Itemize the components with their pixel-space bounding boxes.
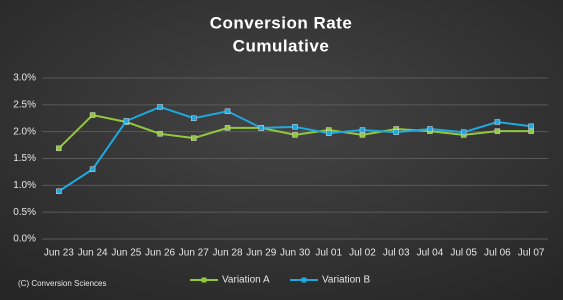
data-point [494, 119, 501, 125]
data-point [157, 131, 163, 137]
x-tick-label: Jul 02 [349, 248, 376, 259]
y-tick-label: 0.5% [13, 207, 36, 218]
x-tick-label: Jul 07 [518, 248, 545, 259]
data-point [191, 115, 197, 121]
chart-title: Conversion Rate [210, 13, 353, 32]
x-tick-label: Jun 29 [246, 248, 276, 259]
data-point [359, 127, 366, 133]
x-tick-label: Jun 26 [145, 248, 175, 259]
data-point [292, 132, 298, 138]
legend-marker [301, 277, 307, 283]
data-point [191, 135, 197, 141]
x-tick-label: Jun 30 [280, 248, 310, 259]
data-point [89, 112, 96, 118]
chart-subtitle: Cumulative [233, 36, 330, 55]
y-tick-label: 1.0% [13, 180, 36, 191]
data-point [393, 129, 399, 135]
legend-label: Variation A [222, 275, 270, 286]
x-tick-label: Jul 04 [417, 248, 444, 259]
data-point [224, 125, 231, 131]
data-point [325, 130, 332, 137]
source-note: (C) Conversion Sciences [18, 279, 106, 288]
data-point [258, 125, 265, 131]
data-point [427, 126, 433, 132]
y-tick-label: 2.5% [13, 99, 36, 110]
data-point [56, 188, 62, 194]
data-point [123, 118, 130, 124]
data-point [528, 123, 534, 130]
data-point [292, 124, 298, 130]
y-tick-label: 1.5% [13, 153, 36, 164]
x-tick-label: Jun 24 [78, 248, 108, 259]
data-point [494, 128, 501, 134]
x-tick-label: Jun 23 [44, 248, 74, 259]
data-point [157, 104, 163, 110]
y-tick-label: 0.0% [13, 234, 36, 245]
legend-marker [201, 277, 207, 283]
data-point [528, 128, 534, 134]
x-tick-label: Jun 28 [213, 248, 243, 259]
data-point [460, 129, 467, 135]
y-tick-label: 3.0% [13, 73, 36, 84]
x-tick-label: Jul 03 [383, 248, 410, 259]
x-tick-label: Jun 27 [179, 248, 209, 259]
x-tick-label: Jul 06 [484, 248, 511, 259]
data-point [56, 145, 62, 152]
y-tick-label: 2.0% [13, 126, 36, 137]
data-point [89, 166, 96, 172]
x-tick-label: Jun 25 [111, 248, 141, 259]
x-tick-label: Jul 05 [450, 248, 477, 259]
data-point [359, 132, 366, 138]
x-tick-label: Jul 01 [315, 248, 342, 259]
data-point [224, 108, 231, 115]
legend-label: Variation B [322, 275, 371, 286]
